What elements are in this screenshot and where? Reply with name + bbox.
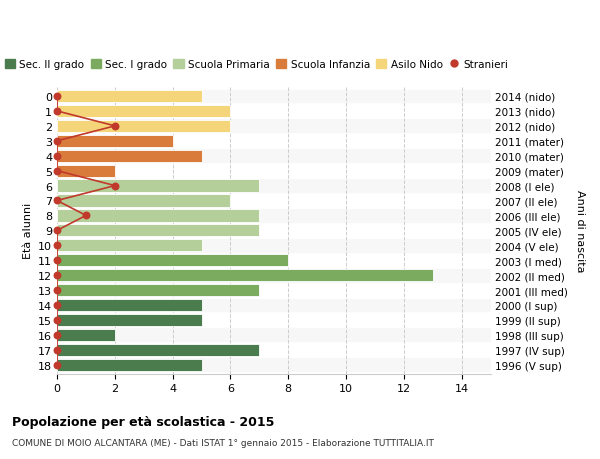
Bar bbox=[57, 224, 491, 238]
Text: Popolazione per età scolastica - 2015: Popolazione per età scolastica - 2015 bbox=[12, 415, 274, 428]
Point bbox=[52, 287, 62, 294]
Bar bbox=[57, 120, 230, 133]
Bar bbox=[57, 268, 491, 283]
Y-axis label: Età alunni: Età alunni bbox=[23, 203, 32, 259]
Bar bbox=[57, 165, 115, 177]
Point bbox=[110, 123, 119, 130]
Bar bbox=[57, 238, 491, 253]
Bar bbox=[57, 149, 491, 164]
Bar bbox=[57, 225, 259, 237]
Bar bbox=[57, 90, 491, 104]
Point bbox=[52, 302, 62, 309]
Bar bbox=[57, 104, 491, 119]
Point bbox=[52, 153, 62, 160]
Legend: Sec. II grado, Sec. I grado, Scuola Primaria, Scuola Infanzia, Asilo Nido, Stran: Sec. II grado, Sec. I grado, Scuola Prim… bbox=[1, 56, 512, 74]
Bar bbox=[57, 255, 288, 267]
Bar bbox=[57, 134, 491, 149]
Point bbox=[52, 361, 62, 369]
Bar bbox=[57, 210, 259, 222]
Bar bbox=[57, 314, 202, 326]
Bar bbox=[57, 358, 491, 372]
Bar bbox=[57, 135, 173, 148]
Text: COMUNE DI MOIO ALCANTARA (ME) - Dati ISTAT 1° gennaio 2015 - Elaborazione TUTTIT: COMUNE DI MOIO ALCANTARA (ME) - Dati IST… bbox=[12, 438, 434, 448]
Bar bbox=[57, 344, 259, 356]
Point bbox=[52, 272, 62, 279]
Bar bbox=[57, 342, 491, 358]
Bar bbox=[57, 164, 491, 179]
Bar bbox=[57, 208, 491, 224]
Point bbox=[110, 183, 119, 190]
Point bbox=[52, 317, 62, 324]
Bar bbox=[57, 283, 491, 298]
Point bbox=[52, 108, 62, 115]
Bar bbox=[57, 313, 491, 328]
Bar bbox=[57, 284, 259, 297]
Bar bbox=[57, 359, 202, 371]
Bar bbox=[57, 329, 115, 341]
Bar bbox=[57, 150, 202, 162]
Bar bbox=[57, 299, 202, 312]
Y-axis label: Anni di nascita: Anni di nascita bbox=[575, 190, 585, 272]
Point bbox=[52, 138, 62, 145]
Bar bbox=[57, 179, 491, 194]
Point bbox=[52, 197, 62, 205]
Bar bbox=[57, 240, 202, 252]
Point bbox=[52, 347, 62, 354]
Bar bbox=[57, 328, 491, 342]
Bar bbox=[57, 298, 491, 313]
Bar bbox=[57, 195, 230, 207]
Point bbox=[52, 168, 62, 175]
Bar bbox=[57, 253, 491, 268]
Bar bbox=[57, 180, 259, 192]
Point bbox=[52, 331, 62, 339]
Bar bbox=[57, 106, 230, 118]
Point bbox=[52, 227, 62, 235]
Bar bbox=[57, 194, 491, 208]
Bar bbox=[57, 269, 433, 282]
Point bbox=[52, 93, 62, 101]
Point bbox=[52, 242, 62, 249]
Point bbox=[52, 257, 62, 264]
Bar bbox=[57, 91, 202, 103]
Bar bbox=[57, 119, 491, 134]
Point bbox=[81, 212, 91, 219]
